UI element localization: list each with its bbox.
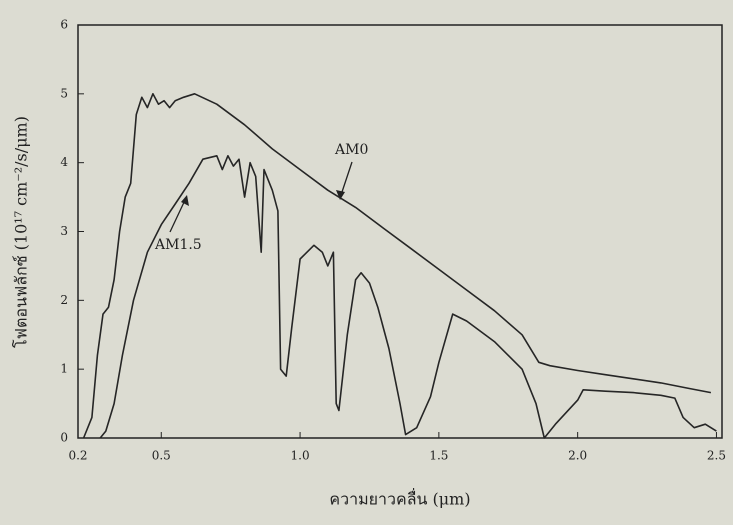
- y-tick-label: 1: [60, 362, 68, 376]
- y-tick-label: 0: [60, 431, 68, 445]
- x-axis-label: ความยาวคลื่น (μm): [329, 488, 470, 509]
- x-tick-label: 2.0: [568, 449, 587, 463]
- y-tick-label: 6: [60, 18, 68, 32]
- annotation: AM0: [334, 142, 368, 158]
- x-tick-label: 1.5: [429, 449, 448, 463]
- series-line: [100, 156, 716, 438]
- x-tick-label: 0.5: [152, 449, 171, 463]
- x-tick-label: 2.5: [707, 449, 726, 463]
- y-tick-label: 5: [60, 86, 68, 100]
- y-tick-label: 2: [60, 293, 68, 307]
- x-tick-label: 0.2: [68, 449, 87, 463]
- x-tick-label: 1.0: [291, 449, 310, 463]
- plot-frame: [78, 25, 722, 438]
- y-axis-label: โฟตอนฟลักซ์ (10¹⁷ cm⁻²/s/μm): [12, 116, 31, 348]
- y-tick-label: 4: [60, 155, 68, 169]
- arrow-head: [181, 195, 189, 206]
- chart: โฟตอนฟลักซ์ (10¹⁷ cm⁻²/s/μm) ความยาวคลื่…: [0, 0, 733, 525]
- y-tick-label: 3: [60, 224, 68, 238]
- annotation: AM1.5: [154, 237, 202, 253]
